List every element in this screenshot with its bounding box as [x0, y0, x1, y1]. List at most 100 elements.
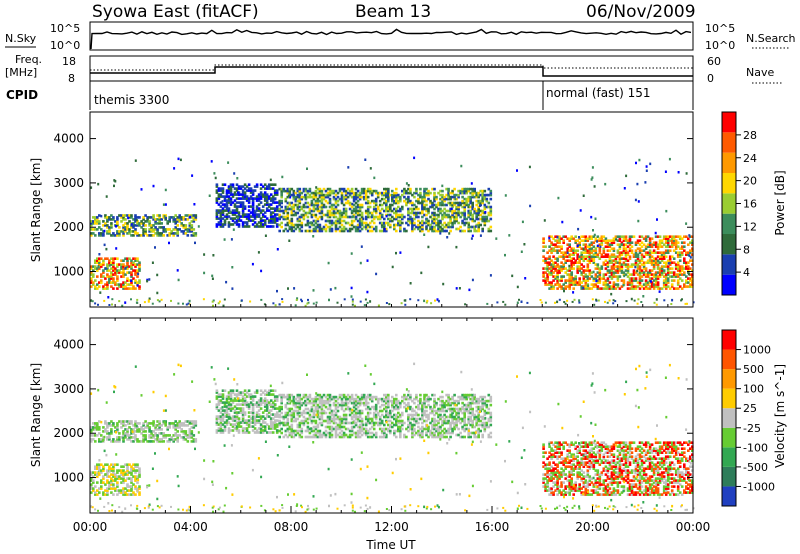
- power-cell: [150, 216, 153, 219]
- power-cell: [232, 228, 235, 231]
- power-cell: [674, 239, 678, 242]
- power-cell: [570, 259, 573, 262]
- power-cell: [689, 256, 692, 259]
- velocity-cell: [122, 493, 125, 496]
- power-cell: [656, 261, 660, 264]
- velocity-cell: [126, 463, 129, 466]
- velocity-cell: [332, 401, 336, 405]
- power-cell: [259, 225, 263, 228]
- power-cell: [421, 221, 424, 225]
- power-cell: [352, 213, 356, 217]
- power-cell: [463, 211, 466, 215]
- power-cell: [683, 267, 686, 270]
- velocity-cell: [239, 411, 243, 414]
- power-cell: [369, 300, 372, 303]
- power-cell: [172, 216, 175, 219]
- power-cell: [616, 277, 620, 280]
- power-cell: [243, 205, 247, 208]
- power-cell: [106, 224, 109, 227]
- power-cell: [358, 213, 362, 217]
- power-cell: [487, 187, 491, 191]
- power-cell: [253, 217, 257, 220]
- power-cell: [300, 205, 304, 209]
- velocity-cell: [221, 409, 225, 412]
- power-cell: [273, 219, 277, 222]
- power-cell: [616, 267, 620, 270]
- power-cell: [269, 217, 273, 220]
- power-cell: [215, 185, 219, 188]
- power-cell: [107, 296, 110, 299]
- power-cell: [668, 261, 672, 264]
- power-cell: [590, 247, 594, 250]
- power-cell: [156, 299, 159, 302]
- velocity-cell: [219, 423, 223, 426]
- power-cell: [554, 245, 557, 248]
- power-cell: [594, 217, 597, 220]
- power-cell: [243, 221, 247, 224]
- power-cell: [136, 224, 139, 227]
- velocity-cell: [219, 415, 223, 418]
- velocity-cell: [104, 493, 107, 496]
- power-cell: [668, 271, 672, 274]
- velocity-cell: [263, 397, 267, 400]
- power-cell: [354, 304, 356, 307]
- power-cell: [136, 281, 139, 284]
- velocity-cell: [284, 395, 288, 399]
- power-cell: [419, 191, 422, 195]
- power-cell: [344, 209, 348, 213]
- power-cell: [130, 259, 133, 262]
- power-cell: [113, 184, 115, 188]
- velocity-cell: [328, 427, 332, 431]
- power-cell: [364, 225, 368, 229]
- power-cell: [308, 229, 312, 233]
- power-cell: [124, 266, 127, 270]
- velocity-cell: [255, 431, 259, 434]
- power-cell: [180, 218, 183, 221]
- velocity-cell: [108, 485, 111, 488]
- power-cell: [312, 229, 316, 233]
- velocity-cell: [304, 407, 308, 411]
- power-cell: [652, 257, 656, 260]
- power-cell: [578, 277, 581, 280]
- velocity-cell: [130, 420, 133, 423]
- power-ytick-label: 2000: [53, 220, 84, 234]
- power-cell: [251, 201, 255, 204]
- power-cell: [389, 205, 392, 209]
- velocity-cell: [312, 415, 316, 419]
- power-cell: [596, 263, 600, 266]
- velocity-cell: [150, 436, 153, 439]
- power-cell: [237, 219, 241, 222]
- velocity-cell: [102, 426, 105, 429]
- power-cell: [632, 287, 636, 290]
- power-cell: [318, 205, 322, 209]
- power-cell: [662, 243, 666, 246]
- power-cell: [103, 299, 106, 302]
- velocity-cell: [92, 481, 95, 484]
- velocity-cell: [251, 405, 255, 408]
- power-cell: [407, 211, 410, 215]
- velocity-cell: [284, 423, 288, 427]
- power-cell: [360, 205, 364, 209]
- power-cell: [425, 193, 428, 197]
- power-cell: [122, 234, 125, 237]
- velocity-cell: [168, 424, 171, 427]
- power-cell: [112, 267, 115, 270]
- velocity-cell: [182, 436, 186, 439]
- power-cell: [409, 221, 412, 225]
- power-cell: [241, 195, 245, 198]
- power-cell: [376, 217, 380, 221]
- velocity-cell: [251, 395, 255, 398]
- velocity-cell: [322, 433, 326, 437]
- velocity-cell: [190, 440, 194, 443]
- power-cell: [235, 189, 239, 192]
- power-cell: [94, 302, 97, 305]
- power-cell: [251, 199, 255, 202]
- power-cell: [227, 225, 231, 228]
- power-cell: [290, 219, 294, 223]
- power-cell: [423, 207, 426, 211]
- power-cell: [194, 216, 198, 219]
- velocity-cell: [96, 489, 99, 492]
- power-cell: [98, 281, 101, 284]
- power-cell: [664, 277, 668, 280]
